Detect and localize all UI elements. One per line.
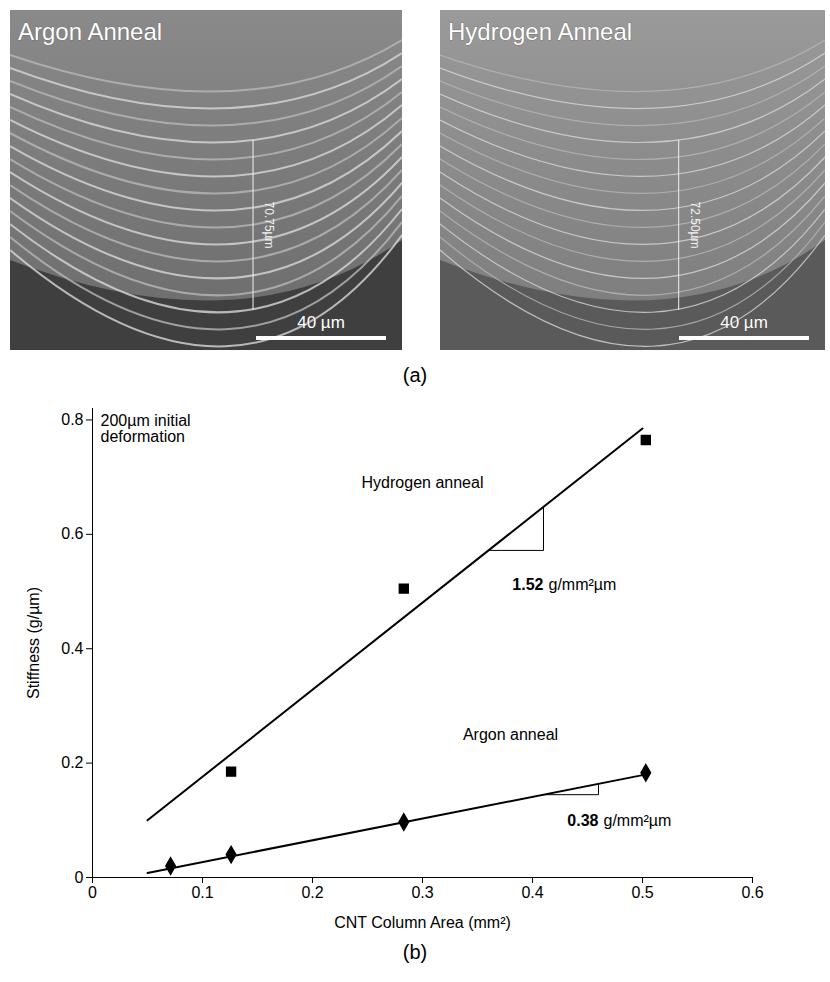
svg-text:CNT Column Area (mm²): CNT Column Area (mm²) [334,914,511,931]
svg-text:0.6: 0.6 [741,884,763,901]
svg-text:0.8: 0.8 [61,411,83,428]
html-text:(b): (b) [402,941,428,963]
svg-text:0: 0 [75,869,84,886]
svg-text:Hydrogen anneal: Hydrogen anneal [362,474,484,491]
svg-text:40 µm: 40 µm [720,313,768,332]
svg-text:0.4: 0.4 [61,640,83,657]
svg-text:Argon anneal: Argon anneal [463,726,558,743]
svg-text:0.1: 0.1 [191,884,213,901]
svg-text:72.50µm: 72.50µm [688,202,702,249]
svg-text:Stiffness (g/µm): Stiffness (g/µm) [25,587,42,699]
svg-text:0.6: 0.6 [61,525,83,542]
svg-text:0.2: 0.2 [301,884,323,901]
svg-text:Hydrogen Anneal: Hydrogen Anneal [448,18,632,45]
svg-text:0: 0 [88,884,97,901]
html-text:(a): (a) [402,364,428,386]
svg-text:40 µm: 40 µm [297,313,345,332]
svg-text:0.38: 0.38 [567,812,598,829]
svg-text:200µm initialdeformation: 200µm initialdeformation [101,412,191,445]
svg-text:1.52: 1.52 [512,576,543,593]
svg-text:0.5: 0.5 [631,884,653,901]
svg-text:0.2: 0.2 [61,754,83,771]
svg-text:Argon Anneal: Argon Anneal [18,18,162,45]
svg-text:g/mm²µm: g/mm²µm [549,576,617,593]
svg-text:0.4: 0.4 [521,884,543,901]
svg-text:0.3: 0.3 [411,884,433,901]
svg-text:70.75µm: 70.75µm [262,202,276,249]
svg-text:g/mm²µm: g/mm²µm [604,812,672,829]
